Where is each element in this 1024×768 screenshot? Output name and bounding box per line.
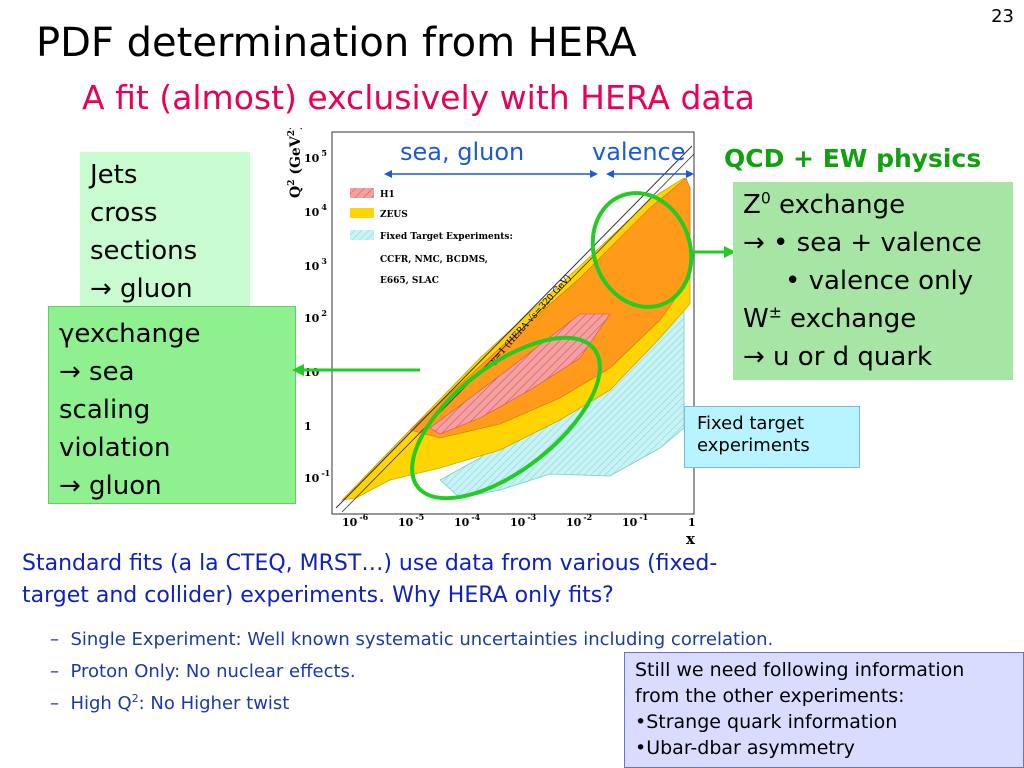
h1-region — [429, 313, 611, 435]
sea-gluon-ellipse — [410, 335, 602, 501]
w-exchange-line: W± exchange — [743, 303, 917, 334]
x-axis-label: x — [686, 530, 696, 548]
kinematic-limit-line — [335, 145, 693, 509]
kinematic-plane-plot: y=1 (HERA √s=320 GeV) H1 ZEUS Fixed Targ… — [287, 128, 696, 548]
y-axis-label: Q2 (GeV2) — [287, 128, 304, 198]
legend-fixed-swatch — [350, 230, 374, 240]
bullet-item: – High Q2: No Higher twist — [50, 692, 290, 714]
x-tick-label: 1 — [688, 516, 696, 529]
y-tick-label: 10 4 — [304, 202, 327, 219]
valence-ellipse — [590, 191, 694, 309]
fixed-target-box: Fixed target experiments — [684, 406, 860, 468]
gamma-exchange-box: γexchange → sea scaling violation → gluo… — [48, 306, 296, 504]
x-tick-labels: 10 -6 10 -5 10 -4 10 -3 10 -2 10 -1 1 — [342, 512, 696, 529]
legend-fixed: Fixed Target Experiments: — [380, 232, 513, 242]
still-line-3: •Strange quark information — [635, 711, 898, 733]
y-tick-label: 10 3 — [304, 256, 327, 273]
jets-line-4: → gluon — [90, 274, 193, 304]
jets-line-1: Jets — [90, 160, 138, 190]
standard-line-1: Standard fits (a la CTEQ, MRST…) use dat… — [22, 551, 718, 576]
jets-line-3: sections — [90, 236, 198, 266]
slide-number: 23 — [991, 6, 1014, 27]
legend-fixed-list1: CCFR, NMC, BCDMS, — [380, 255, 488, 265]
svg-text:Q2 (GeV2): Q2 (GeV2) — [287, 128, 304, 198]
bullet-item: – Single Experiment: Well known systemat… — [50, 629, 774, 650]
qcd-ew-box: Z0 exchange → • sea + valence • valence … — [733, 182, 1013, 380]
x-tick-label: 10 -6 — [342, 512, 369, 529]
legend-fixed-list2: E665, SLAC — [380, 276, 439, 286]
x-tick-label: 10 -5 — [398, 512, 424, 529]
x-tick-label: 10 -2 — [566, 512, 592, 529]
x-tick-label: 10 -4 — [454, 512, 481, 529]
legend-h1: H1 — [380, 190, 395, 200]
gamma-line-5: → gluon — [59, 471, 162, 501]
fixed-line-1: Fixed target — [697, 413, 805, 434]
y-tick-label: 1 — [304, 420, 312, 433]
x-tick-label: 10 -3 — [510, 512, 537, 529]
slide-subtitle: A fit (almost) exclusively with HERA dat… — [82, 78, 755, 117]
gamma-line-4: violation — [59, 433, 171, 463]
qcd-ew-title: QCD + EW physics — [724, 144, 982, 173]
sea-gluon-label: sea, gluon — [400, 138, 525, 166]
still-line-4: •Ubar-dbar asymmetry — [635, 737, 855, 759]
gamma-line-2: → sea — [59, 357, 135, 387]
valence-label: valence — [592, 138, 686, 166]
y-tick-label: 10 -1 — [304, 468, 330, 485]
legend-zeus: ZEUS — [380, 210, 408, 220]
fixed-line-2: experiments — [697, 435, 810, 456]
jets-box: Jets cross sections → gluon — [80, 152, 250, 306]
legend-zeus-swatch — [350, 208, 374, 218]
bullet-item: – Proton Only: No nuclear effects. — [50, 661, 356, 682]
bullet-list: – Single Experiment: Well known systemat… — [50, 624, 773, 720]
still-line-2: from the other experiments: — [635, 685, 905, 707]
qcd-line-2: → • sea + valence — [743, 228, 982, 258]
y-tick-label: 10 2 — [304, 308, 327, 325]
jets-line-2: cross — [90, 198, 158, 228]
qcd-line-3: • valence only — [785, 266, 974, 296]
gamma-line-3: scaling — [59, 395, 151, 425]
still-line-1: Still we need following information — [635, 659, 965, 681]
gamma-line-1: γexchange — [59, 319, 201, 349]
x-tick-label: 10 -1 — [622, 512, 648, 529]
standard-fits-text: Standard fits (a la CTEQ, MRST…) use dat… — [22, 548, 717, 612]
still-need-box: Still we need following information from… — [624, 652, 1024, 768]
qcd-line-5: → u or d quark — [743, 342, 933, 372]
standard-line-2: target and collider) experiments. Why HE… — [22, 583, 614, 608]
z-exchange-line: Z0 exchange — [743, 189, 906, 220]
legend-h1-swatch — [350, 188, 374, 198]
y-tick-label: 10 5 — [304, 148, 327, 165]
slide-title: PDF determination from HERA — [36, 20, 637, 66]
